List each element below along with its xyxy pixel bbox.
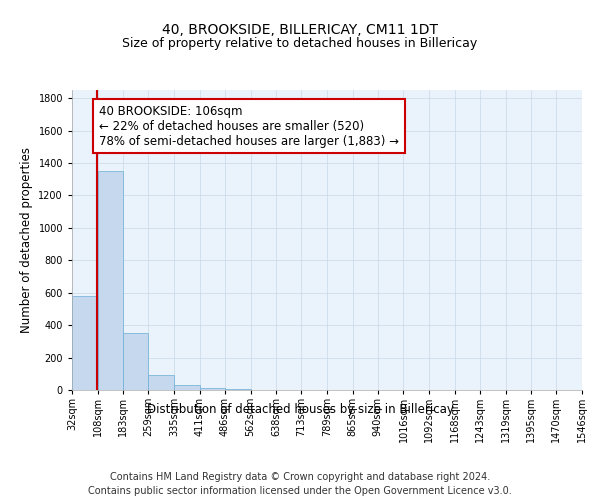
Bar <box>98 171 123 390</box>
Text: 40, BROOKSIDE, BILLERICAY, CM11 1DT: 40, BROOKSIDE, BILLERICAY, CM11 1DT <box>162 22 438 36</box>
Text: 40 BROOKSIDE: 106sqm
← 22% of detached houses are smaller (520)
78% of semi-deta: 40 BROOKSIDE: 106sqm ← 22% of detached h… <box>99 104 399 148</box>
Bar <box>123 333 148 390</box>
Text: Size of property relative to detached houses in Billericay: Size of property relative to detached ho… <box>122 38 478 51</box>
Text: Distribution of detached houses by size in Billericay: Distribution of detached houses by size … <box>146 402 454 415</box>
Text: Contains public sector information licensed under the Open Government Licence v3: Contains public sector information licen… <box>88 486 512 496</box>
Y-axis label: Number of detached properties: Number of detached properties <box>20 147 33 333</box>
Bar <box>148 374 174 390</box>
Bar <box>225 389 251 390</box>
Bar <box>174 386 200 390</box>
Bar <box>72 296 98 390</box>
Bar <box>200 388 225 390</box>
Text: Contains HM Land Registry data © Crown copyright and database right 2024.: Contains HM Land Registry data © Crown c… <box>110 472 490 482</box>
